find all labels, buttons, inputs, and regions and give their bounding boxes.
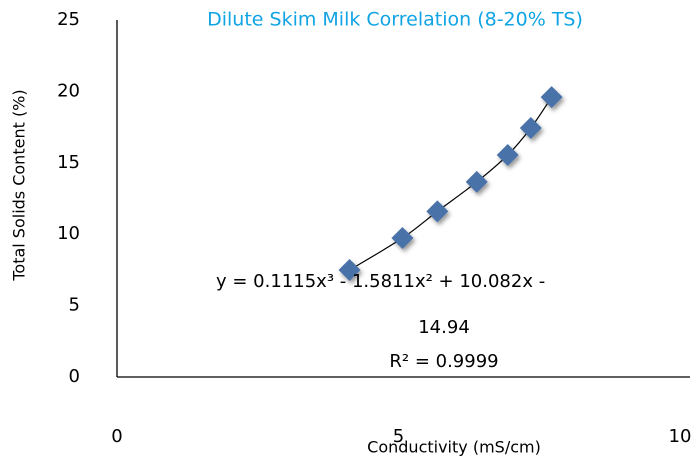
data-point <box>391 227 414 250</box>
data-point <box>540 86 563 109</box>
data-point <box>465 170 488 193</box>
y-tick-label: 25 <box>57 9 80 30</box>
y-tick-label: 15 <box>57 152 80 173</box>
y-tick-label: 20 <box>57 80 80 101</box>
trendline-label: R² = 0.9999 <box>389 351 498 372</box>
y-tick-label: 0 <box>69 366 80 387</box>
data-point <box>496 143 519 166</box>
data-point <box>338 259 361 282</box>
y-axis-title: Total Solids Content (%) <box>10 89 29 281</box>
x-tick-label: 0 <box>111 426 122 447</box>
y-tick-label: 5 <box>69 295 80 316</box>
trendline-label: y = 0.1115x³ - 1.5811x² + 10.082x - <box>216 271 545 292</box>
trendline <box>349 96 553 271</box>
chart-title: Dilute Skim Milk Correlation (8-20% TS) <box>207 9 583 31</box>
x-tick-label: 5 <box>393 426 404 447</box>
x-tick-label: 10 <box>669 426 692 447</box>
x-axis-title: Conductivity (mS/cm) <box>367 438 541 457</box>
trendline-label: 14.94 <box>418 317 470 338</box>
y-tick-label: 10 <box>57 223 80 244</box>
data-point <box>426 200 449 223</box>
data-point <box>519 116 542 139</box>
